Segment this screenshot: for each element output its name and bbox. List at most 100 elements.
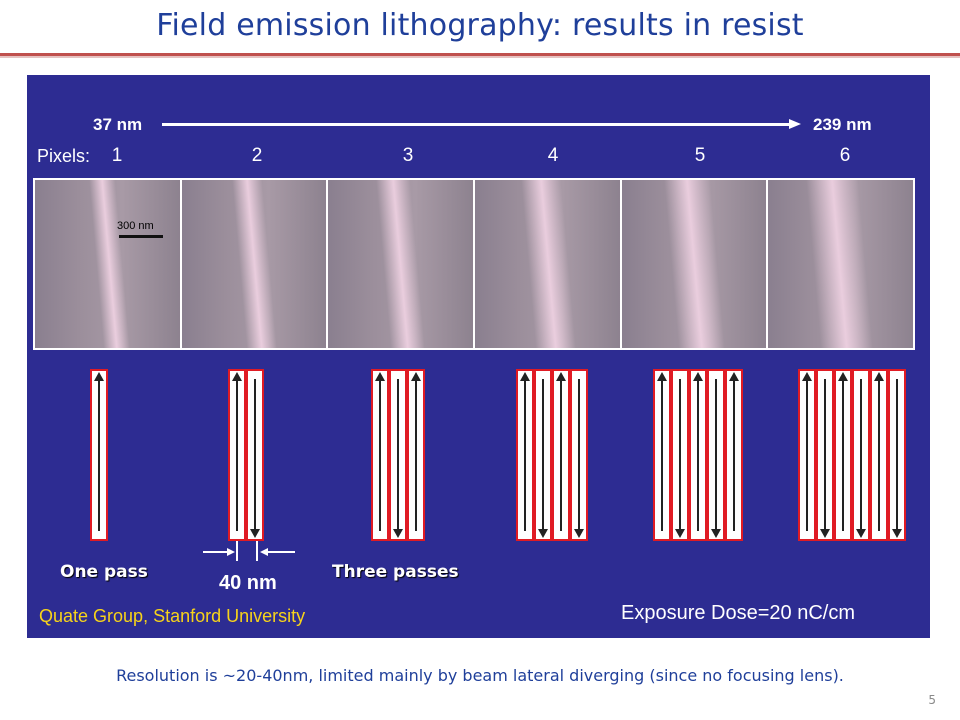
credit-label: Quate Group, Stanford University [39,606,306,626]
scan-direction-line [236,379,238,531]
range-end-label: 239 nm [813,115,872,134]
dimension-line-right [265,551,295,553]
arrow-down-icon [856,529,866,538]
scan-direction-line [679,379,681,531]
scan-pass-box [570,369,588,541]
arrow-up-icon [874,372,884,381]
scan-pass-box [689,369,707,541]
scale-bar-label: 300 nm [117,220,154,232]
scan-direction-line [379,379,381,531]
micrograph-panel [35,180,180,348]
title-divider [0,53,960,56]
scan-direction-line [860,379,862,531]
slide-title: Field emission lithography: results in r… [156,8,804,43]
scan-pass-box [228,369,246,541]
scan-direction-line [896,379,898,531]
scan-pass-box [389,369,407,541]
scan-direction-line [733,379,735,531]
scan-direction-line [397,379,399,531]
arrow-up-icon [729,372,739,381]
dimension-arrow-right-icon [227,548,235,556]
one-pass-caption: One pass [60,562,148,582]
arrow-up-icon [838,372,848,381]
pixel-number: 6 [839,145,851,166]
arrow-down-icon [675,529,685,538]
scan-direction-line [524,379,526,531]
scan-pass-box [407,369,425,541]
scan-pass-box [516,369,534,541]
scan-direction-line [824,379,826,531]
arrow-up-icon [520,372,530,381]
scan-direction-line [878,379,880,531]
scan-direction-line [806,379,808,531]
scale-bar-line [119,235,163,238]
arrow-down-icon [538,529,548,538]
arrow-up-icon [232,372,242,381]
arrow-down-icon [711,529,721,538]
scan-direction-line [715,379,717,531]
scan-direction-line [254,379,256,531]
arrow-down-icon [574,529,584,538]
scan-pass-box [371,369,389,541]
scan-pass-box [90,369,108,541]
arrow-up-icon [556,372,566,381]
scan-pass-box [707,369,725,541]
scan-pass-box [798,369,816,541]
arrow-up-icon [375,372,385,381]
scan-pass-box [816,369,834,541]
pixel-number: 3 [402,145,414,166]
range-arrow-line [162,123,790,126]
arrow-up-icon [411,372,421,381]
dimension-tick [236,541,238,561]
pixel-number: 5 [694,145,706,166]
dimension-tick [256,541,258,561]
scan-pass-box [834,369,852,541]
scan-pass-box [888,369,906,541]
arrow-down-icon [892,529,902,538]
pixel-number: 2 [251,145,263,166]
arrow-down-icon [393,529,403,538]
scan-direction-line [578,379,580,531]
scan-direction-line [542,379,544,531]
arrow-up-icon [693,372,703,381]
scan-direction-line [842,379,844,531]
spacing-label: 40 nm [219,572,277,594]
arrow-up-icon [802,372,812,381]
arrow-down-icon [250,529,260,538]
pixel-number: 1 [111,145,123,166]
dimension-line-left [203,551,233,553]
range-start-label: 37 nm [93,115,143,134]
micrograph-panel [475,180,620,348]
scan-pass-box [852,369,870,541]
arrow-up-icon [94,372,104,381]
scan-pass-box [246,369,264,541]
exposure-dose-label: Exposure Dose=20 nC/cm [621,602,856,624]
micrograph-panel [328,180,474,348]
three-passes-caption: Three passes [332,562,459,582]
scan-pass-box [552,369,570,541]
scan-pass-box [870,369,888,541]
page-number: 5 [928,693,936,707]
scan-direction-line [697,379,699,531]
micrograph-panel [768,180,914,348]
scan-pass-box [671,369,689,541]
pixel-number: 4 [547,145,559,166]
lithography-figure: 37 nm 239 nm Pixels: 1 2 3 4 5 6 300 nm … [27,75,930,638]
scan-pass-box [653,369,671,541]
dimension-arrow-left-icon [260,548,268,556]
scan-direction-line [560,379,562,531]
arrow-up-icon [657,372,667,381]
arrow-down-icon [820,529,830,538]
scan-direction-line [415,379,417,531]
pixels-label: Pixels: [37,146,91,166]
micrograph-panel [621,180,767,348]
scan-direction-line [661,379,663,531]
title-divider-shadow [0,56,960,58]
scan-direction-line [98,379,100,531]
scan-pass-box [725,369,743,541]
micrograph-strip [33,178,915,350]
resolution-note: Resolution is ~20-40nm, limited mainly b… [116,666,844,685]
micrograph-panel [181,180,327,348]
range-arrow-head-icon [789,119,801,129]
scan-pass-box [534,369,552,541]
